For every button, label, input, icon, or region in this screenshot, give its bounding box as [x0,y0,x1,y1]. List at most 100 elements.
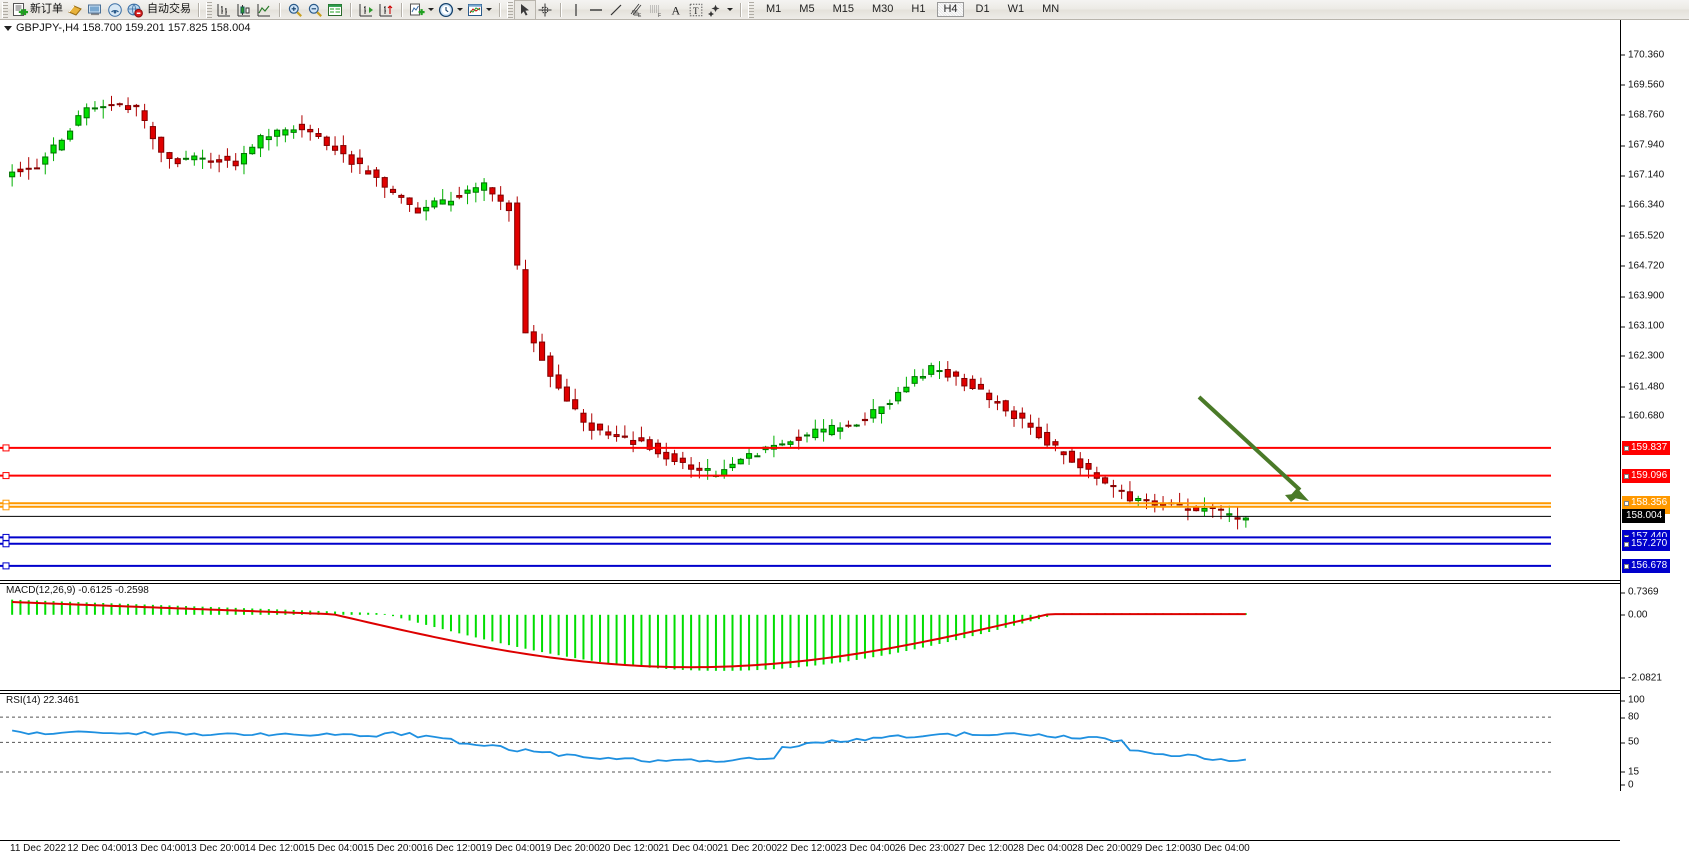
toolbar-separator-1 [196,2,201,18]
shapes-dropdown-arrow[interactable] [726,2,735,18]
candle [870,409,877,419]
time-scale[interactable]: 11 Dec 2022 12 Dec 04:00 13 Dec 04:00 13 De… [0,840,1620,856]
time-tick: 27 Dec 12:00 [953,843,1014,854]
candle [563,386,570,402]
text-button[interactable]: A [666,1,686,19]
bar-chart-icon [217,3,230,16]
candle [638,437,645,442]
chart-canvas[interactable] [0,20,1620,791]
fibonacci-button[interactable]: F [646,1,666,19]
candle [216,159,223,163]
terminal-button[interactable] [85,1,105,19]
candle [381,177,388,188]
price-scale[interactable]: 170.360 169.560 168.760 167.940 167.140 166.3… [1620,20,1689,791]
rsi-tick: 15 [1621,766,1639,777]
price-label-resistance-2[interactable]: 159.096 [1622,468,1671,483]
chart-window[interactable]: GBPJPY-,H4 158.700 159.201 157.825 158.0… [0,20,1689,856]
candle [1242,517,1249,521]
market-button[interactable] [125,1,145,19]
data-window-button[interactable] [325,1,345,19]
toolbar-grip-2[interactable] [206,1,212,18]
toolbar-grip-4[interactable] [748,1,754,18]
vertical-line-button[interactable] [566,1,586,19]
candle [141,110,148,121]
metaeditor-button[interactable] [65,1,85,19]
text-label-icon: T [689,3,703,16]
new-order-button[interactable]: 新订单 [10,1,65,19]
horizontal-line-button[interactable] [586,1,606,19]
candle [994,401,1001,404]
shapes-button[interactable] [706,1,726,19]
macd-tick: 0.7369 [1621,587,1659,598]
timeframe-group: M1 M5 M15 M30 H1 H4 D1 W1 MN [760,2,1065,17]
price-label-current-price[interactable]: 158.004 [1622,509,1666,524]
crosshair-button[interactable] [535,1,555,19]
periods-button[interactable] [436,1,456,19]
templates-button[interactable] [465,1,485,19]
candle [447,200,455,206]
cursor-button[interactable] [514,0,536,19]
bar-chart-button[interactable] [214,1,234,19]
candle [1126,491,1134,502]
candle [331,145,339,151]
price-tick: 170.360 [1621,49,1664,60]
candlestick-series [9,95,1249,530]
price-label-resistance-1[interactable]: 159.837 [1622,440,1671,455]
new-order-icon [13,2,28,16]
candle [903,386,910,393]
candle [861,418,869,422]
indicators-dropdown-arrow[interactable] [427,2,436,18]
candle [83,107,90,119]
down-arrow-annotation[interactable] [1197,395,1309,502]
candle [986,392,993,401]
timeframe-d1[interactable]: D1 [975,3,990,15]
time-tick: 28 Dec 20:00 [1072,843,1132,854]
timeframe-m5[interactable]: M5 [799,3,815,15]
price-tick: 167.940 [1621,140,1664,151]
timeframe-h1[interactable]: H1 [911,3,926,15]
candle [820,428,827,433]
indicators-button[interactable] [407,1,427,19]
zoom-in-icon [288,3,302,17]
timeframe-m15[interactable]: M15 [832,3,854,15]
price-label-support-2[interactable]: 156.678 [1622,558,1671,573]
candle [596,423,604,431]
candle [456,195,463,198]
toolbar-grip-3[interactable] [507,1,513,18]
candlestick-chart-button[interactable] [234,1,254,19]
periods-dropdown-arrow[interactable] [456,2,465,18]
price-label-pivot[interactable]: 158.356 [1622,496,1671,511]
auto-trading-button[interactable]: 自动交易 [145,1,193,19]
candle [149,126,156,140]
signals-button[interactable] [105,1,125,19]
toolbar-separator-7 [738,2,743,18]
toolbar-grip-1[interactable] [2,1,8,18]
auto-scroll-button[interactable] [356,1,376,19]
candle [547,355,554,377]
time-tick: 12 Dec 04:00 [67,843,127,854]
chart-menu-triangle-icon[interactable] [4,25,12,31]
price-tick: 163.100 [1621,321,1664,332]
zoom-out-button[interactable] [305,1,325,19]
text-label-button[interactable]: T [686,1,706,19]
price-label-support-1[interactable]: 157.270 [1622,536,1671,551]
macd-pane-separator-2 [0,583,1620,584]
equidistant-channel-button[interactable]: E [626,1,646,19]
candle [389,188,397,193]
timeframe-w1[interactable]: W1 [1007,3,1025,15]
timeframe-m30[interactable]: M30 [871,3,894,15]
zoom-in-button[interactable] [285,1,305,19]
timeframe-m1[interactable]: M1 [766,3,782,15]
chart-shift-button[interactable] [376,1,396,19]
chart-shift-icon [379,3,393,16]
price-tick: 162.300 [1621,350,1664,361]
templates-dropdown-arrow[interactable] [485,2,494,18]
candle [464,189,471,194]
trendline-button[interactable] [606,1,626,19]
candle [207,160,214,163]
candle [91,107,99,110]
candle [803,434,811,437]
line-chart-button[interactable] [254,1,274,19]
timeframe-h4[interactable]: H4 [937,2,964,17]
timeframe-mn[interactable]: MN [1042,3,1060,15]
